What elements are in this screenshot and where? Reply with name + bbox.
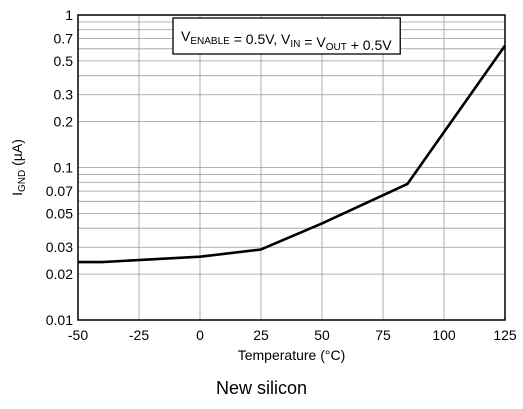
series-group bbox=[78, 44, 507, 264]
legend-part: V bbox=[181, 28, 191, 44]
legend-part: = V bbox=[300, 34, 326, 50]
x-tick-label: 50 bbox=[314, 327, 330, 343]
y-tick-label: 0.7 bbox=[54, 31, 74, 47]
y-tick-label: 0.01 bbox=[46, 312, 73, 328]
y-tick-label: 0.07 bbox=[46, 183, 73, 199]
chart-caption: New silicon bbox=[215, 378, 308, 398]
y-tick-label: 1 bbox=[65, 7, 73, 23]
x-tick-label: -50 bbox=[68, 327, 88, 343]
y-tick-label: 0.3 bbox=[54, 87, 74, 103]
y-label-unit: (µA) bbox=[9, 139, 25, 170]
y-tick-label: 0.03 bbox=[46, 239, 73, 255]
series-line bbox=[78, 44, 507, 264]
y-tick-labels: 1 0.7 0.5 0.3 0.2 0.1 0.07 0.05 0.03 0.02 0.01 bbox=[46, 7, 73, 328]
legend-subscript: IN bbox=[290, 39, 300, 50]
x-tick-label: 75 bbox=[375, 327, 391, 343]
y-label-main: I bbox=[9, 192, 25, 196]
y-axis-label: IGND (µA) bbox=[9, 139, 28, 196]
x-tick-label: 100 bbox=[432, 327, 456, 343]
y-tick-label: 0.5 bbox=[54, 53, 74, 69]
legend-subscript: ENABLE bbox=[190, 36, 230, 47]
x-tick-label: 0 bbox=[196, 327, 204, 343]
y-tick-label: 0.2 bbox=[54, 114, 74, 130]
y-tick-label: 0.1 bbox=[54, 160, 74, 176]
plot-frame bbox=[77, 14, 506, 321]
x-tick-label: -25 bbox=[129, 327, 149, 343]
y-label-sub: GND bbox=[17, 170, 28, 192]
legend-subscript: OUT bbox=[326, 42, 347, 53]
legend-part: = 0.5V, V bbox=[230, 31, 291, 47]
chart: VENABLE = 0.5V, VIN = VOUT + 0.5V -50 -25… bbox=[9, 7, 517, 363]
x-tick-labels: -50 -25 0 25 50 75 100 125 bbox=[68, 327, 517, 343]
legend-text: VENABLE = 0.5V, VIN = VOUT + 0.5V bbox=[181, 28, 392, 53]
y-tick-label: 0.05 bbox=[46, 205, 73, 221]
grid bbox=[77, 14, 506, 321]
x-tick-label: 25 bbox=[253, 327, 269, 343]
x-tick-label: 125 bbox=[493, 327, 517, 343]
legend-box bbox=[172, 17, 401, 55]
legend-part: + 0.5V bbox=[347, 37, 392, 53]
legend: VENABLE = 0.5V, VIN = VOUT + 0.5V bbox=[172, 17, 401, 55]
x-axis-label: Temperature (°C) bbox=[238, 347, 346, 363]
y-tick-label: 0.02 bbox=[46, 266, 73, 282]
